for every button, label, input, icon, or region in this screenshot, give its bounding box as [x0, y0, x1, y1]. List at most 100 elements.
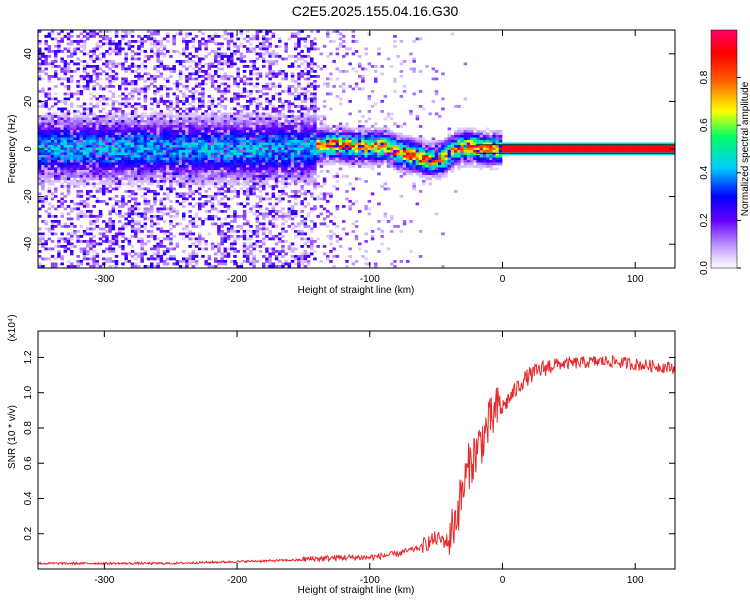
heatmap-cell [310, 155, 314, 158]
heatmap-cell [201, 32, 205, 36]
heatmap-cell [47, 125, 52, 128]
heatmap-cell [111, 167, 116, 171]
heatmap-cell [239, 175, 244, 178]
heatmap-cell [63, 155, 68, 158]
heatmap-cell [137, 237, 141, 241]
heatmap-cell [102, 132, 106, 136]
heatmap-cell [255, 112, 260, 116]
heatmap-cell [310, 182, 314, 186]
heatmap-cell [207, 150, 212, 153]
heatmap-cell [271, 55, 276, 58]
heatmap-cell [281, 182, 285, 186]
heatmap-cell [166, 152, 170, 156]
heatmap-cell [89, 77, 93, 81]
heatmap-cell [130, 80, 135, 83]
heatmap-cell [134, 220, 138, 223]
heatmap-cell [255, 220, 260, 223]
heatmap-cell [153, 190, 157, 193]
heatmap-cell [265, 235, 269, 238]
heatmap-cell [153, 137, 157, 141]
heatmap-cell [121, 175, 125, 178]
heatmap-cell [281, 115, 285, 118]
heatmap-cell [175, 155, 180, 158]
heatmap-cell [185, 257, 189, 261]
heatmap-cell [188, 185, 192, 188]
heatmap-cell [207, 255, 212, 258]
heatmap-cell [63, 225, 68, 228]
heatmap-cell [300, 202, 304, 206]
heatmap-cell [150, 205, 154, 208]
heatmap-cell [198, 70, 202, 73]
heatmap-cell [194, 150, 199, 153]
heatmap-cell [230, 130, 234, 133]
heatmap-cell [38, 160, 42, 163]
heatmap-cell [153, 160, 157, 163]
heatmap-cell [89, 242, 93, 246]
heatmap-cell [191, 255, 196, 258]
heatmap-cell [262, 155, 266, 158]
heatmap-cell [236, 92, 240, 96]
heatmap-cell [246, 252, 250, 256]
heatmap-cell [226, 252, 231, 256]
heatmap-cell [255, 52, 260, 56]
heatmap-cell [252, 187, 256, 191]
heatmap-cell [47, 227, 52, 231]
heatmap-cell [105, 225, 109, 228]
heatmap-cell [166, 77, 170, 81]
heatmap-cell [111, 127, 116, 131]
heatmap-cell [169, 257, 173, 261]
heatmap-cell [140, 245, 144, 248]
heatmap-cell [137, 40, 141, 43]
heatmap-cell [70, 125, 74, 128]
heatmap-cell [63, 132, 68, 136]
heatmap-cell [146, 202, 151, 206]
heatmap-cell [313, 182, 317, 186]
heatmap-cell [82, 205, 87, 208]
heatmap-cell [242, 162, 247, 166]
heatmap-cell [175, 32, 180, 36]
heatmap-cell [153, 37, 157, 41]
heatmap-cell [220, 92, 224, 96]
heatmap-cell [143, 92, 148, 96]
heatmap-cell [175, 112, 180, 116]
heatmap-cell [290, 242, 295, 246]
heatmap-cell [178, 125, 183, 128]
heatmap-cell [38, 125, 42, 128]
heatmap-cell [278, 135, 282, 138]
heatmap-cell [47, 77, 52, 81]
heatmap-cell [230, 100, 234, 103]
heatmap-cell [57, 100, 61, 103]
heatmap-cell [105, 180, 109, 183]
heatmap-cell [159, 167, 164, 171]
heatmap-cell [63, 162, 68, 166]
heatmap-cell [92, 142, 96, 146]
heatmap-cell [79, 137, 84, 141]
heatmap-cell [242, 212, 247, 216]
heatmap-cell [70, 167, 74, 171]
heatmap-cell [50, 160, 55, 163]
heatmap-cell [294, 32, 298, 36]
heatmap-cell [182, 115, 186, 118]
heatmap-cell [159, 242, 164, 246]
heatmap-cell [188, 145, 192, 148]
heatmap-cell [194, 47, 199, 51]
heatmap-cell [246, 105, 250, 108]
heatmap-cell [159, 227, 164, 231]
heatmap-cell [217, 242, 221, 246]
heatmap-cell [130, 165, 135, 168]
heatmap-cell [249, 250, 253, 253]
heatmap-cell [166, 257, 170, 261]
heatmap-cell [98, 30, 103, 33]
heatmap-cell [66, 127, 71, 131]
heatmap-cell [214, 180, 218, 183]
heatmap-cell [172, 127, 176, 131]
heatmap-cell [194, 190, 199, 193]
heatmap-cell [204, 165, 208, 168]
heatmap-cell [47, 237, 52, 241]
heatmap-cell [204, 152, 208, 156]
heatmap-cell [44, 162, 48, 166]
heatmap-cell [194, 125, 199, 128]
heatmap-cell [162, 117, 167, 121]
heatmap-cell [294, 90, 298, 93]
heatmap-cell [79, 195, 84, 198]
